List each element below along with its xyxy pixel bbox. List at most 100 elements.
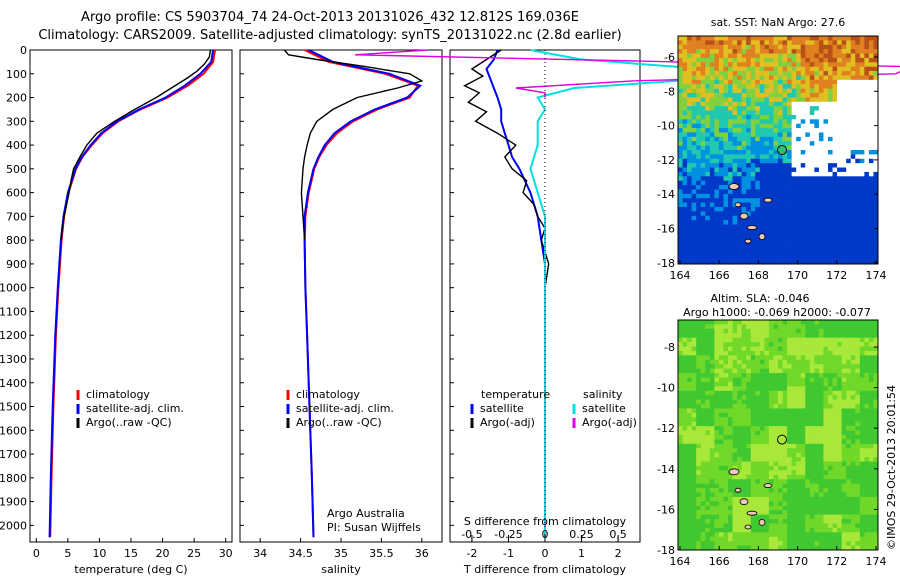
lon-tick-label: 174 xyxy=(866,555,887,568)
lon-tick-label: 174 xyxy=(866,269,887,282)
x-tick-label: 0 xyxy=(33,547,40,560)
series-line-satellite-adj-clim- xyxy=(48,49,215,538)
lat-tick-label: -14 xyxy=(657,188,675,201)
y-tick-label: 1000 xyxy=(0,282,27,295)
x-tick-label: 34 xyxy=(253,547,267,560)
x-tick-label: 1 xyxy=(578,547,585,560)
x-tick-label: 10 xyxy=(92,547,106,560)
x-tick-label: 25 xyxy=(187,547,201,560)
lat-tick-label: -12 xyxy=(657,422,675,435)
x-axis-label: salinity xyxy=(321,563,361,576)
lon-tick-label: 170 xyxy=(787,555,808,568)
legend-label: Argo(-adj) xyxy=(582,416,637,429)
lat-tick-label: -10 xyxy=(657,382,675,395)
sla-map xyxy=(678,320,879,551)
s-tick-label: -0.25 xyxy=(494,528,522,541)
plot-frame-temperature-profile xyxy=(29,49,233,543)
series-line-t-argo-adj- xyxy=(463,49,550,359)
y-tick-label: 1500 xyxy=(0,401,27,414)
island-shape xyxy=(734,202,742,208)
legend-label: satellite-adj. clim. xyxy=(296,402,394,415)
y-tick-label: 1300 xyxy=(0,353,27,366)
legend-label: Argo(-adj) xyxy=(480,416,535,429)
lon-tick-label: 166 xyxy=(709,269,730,282)
sla-map-title-2: Argo h1000: -0.069 h2000: -0.077 xyxy=(683,306,871,319)
y-tick-label: 500 xyxy=(6,163,27,176)
island-shape xyxy=(763,483,773,489)
y-tick-label: 900 xyxy=(6,258,27,271)
y-tick-label: 1400 xyxy=(0,377,27,390)
y-tick-label: 1200 xyxy=(0,329,27,342)
legend-label: climatology xyxy=(86,388,150,401)
y-tick-label: 1900 xyxy=(0,496,27,509)
island-shape xyxy=(734,487,742,493)
lat-tick-label: -12 xyxy=(657,154,675,167)
x-axis-label: T difference from climatology xyxy=(463,563,626,576)
lat-tick-label: -6 xyxy=(664,51,675,64)
figure-title-line1: Argo profile: CS 5903704_74 24-Oct-2013 … xyxy=(81,10,579,25)
series-line-s-argo-adj- xyxy=(354,49,900,98)
legend-label: satellite-adj. clim. xyxy=(86,402,184,415)
s-tick-label: -0.5 xyxy=(461,528,482,541)
lon-tick-label: 164 xyxy=(670,555,691,568)
y-tick-label: 200 xyxy=(6,92,27,105)
y-tick-label: 400 xyxy=(6,139,27,152)
lon-tick-label: 172 xyxy=(826,555,847,568)
lon-tick-label: 170 xyxy=(787,269,808,282)
y-tick-label: 600 xyxy=(6,187,27,200)
s-tick-label: 0.5 xyxy=(609,528,627,541)
x-tick-label: -2 xyxy=(466,547,477,560)
island-shape xyxy=(758,519,766,526)
island-shape xyxy=(728,183,740,190)
lat-tick-label: -8 xyxy=(664,341,675,354)
argo-position-marker xyxy=(777,434,787,445)
island-shape xyxy=(739,498,749,506)
legend-label: Argo(..raw -QC) xyxy=(86,416,172,429)
lon-tick-label: 166 xyxy=(709,555,730,568)
series-line-argo-raw-qc- xyxy=(60,49,212,241)
lon-tick-label: 164 xyxy=(670,269,691,282)
lat-tick-label: -18 xyxy=(657,544,675,557)
figure-title-line2: Climatology: CARS2009. Satellite-adjuste… xyxy=(38,28,622,43)
y-tick-label: 0 xyxy=(20,44,27,57)
x-tick-label: 34.5 xyxy=(288,547,313,560)
x-tick-label: 15 xyxy=(124,547,138,560)
lon-tick-label: 172 xyxy=(826,269,847,282)
lat-tick-label: -16 xyxy=(657,223,675,236)
island-shape xyxy=(739,212,749,220)
legend-title-salinity: salinity xyxy=(583,388,623,401)
series-line-argo-raw-qc- xyxy=(283,49,424,241)
lon-tick-label: 168 xyxy=(748,269,769,282)
lat-tick-label: -10 xyxy=(657,120,675,133)
island-shape xyxy=(746,510,758,516)
island-shape xyxy=(758,233,766,241)
y-tick-label: 2000 xyxy=(0,519,27,532)
x-tick-label: 2 xyxy=(615,547,622,560)
sst-map-title: sat. SST: NaN Argo: 27.6 xyxy=(711,16,845,29)
lat-tick-label: -16 xyxy=(657,503,675,516)
s-tick-label: 0.25 xyxy=(569,528,594,541)
y-tick-label: 1600 xyxy=(0,424,27,437)
lat-tick-label: -8 xyxy=(664,85,675,98)
island-shape xyxy=(746,225,758,230)
x-tick-label: 20 xyxy=(156,547,170,560)
sla-map-frame xyxy=(677,319,879,551)
y-tick-label: 300 xyxy=(6,115,27,128)
x-tick-label: 35.5 xyxy=(369,547,394,560)
lat-tick-label: -18 xyxy=(657,257,675,270)
s-axis-label: S difference from climatology xyxy=(464,515,627,528)
lon-tick-label: 168 xyxy=(748,555,769,568)
y-tick-label: 800 xyxy=(6,234,27,247)
annotation-pi: PI: Susan Wijffels xyxy=(327,521,421,534)
sst-map-frame xyxy=(677,35,879,265)
x-tick-label: -1 xyxy=(503,547,514,560)
x-tick-label: 0 xyxy=(542,547,549,560)
plot-frame-salinity-profile xyxy=(239,49,443,543)
x-tick-label: 5 xyxy=(64,547,71,560)
s-tick-label: 0 xyxy=(542,528,549,541)
x-tick-label: 35 xyxy=(334,547,348,560)
sla-map-title-1: Altim. SLA: -0.046 xyxy=(710,292,809,305)
legend-label: climatology xyxy=(296,388,360,401)
y-tick-label: 1700 xyxy=(0,448,27,461)
island-shape xyxy=(763,197,773,203)
